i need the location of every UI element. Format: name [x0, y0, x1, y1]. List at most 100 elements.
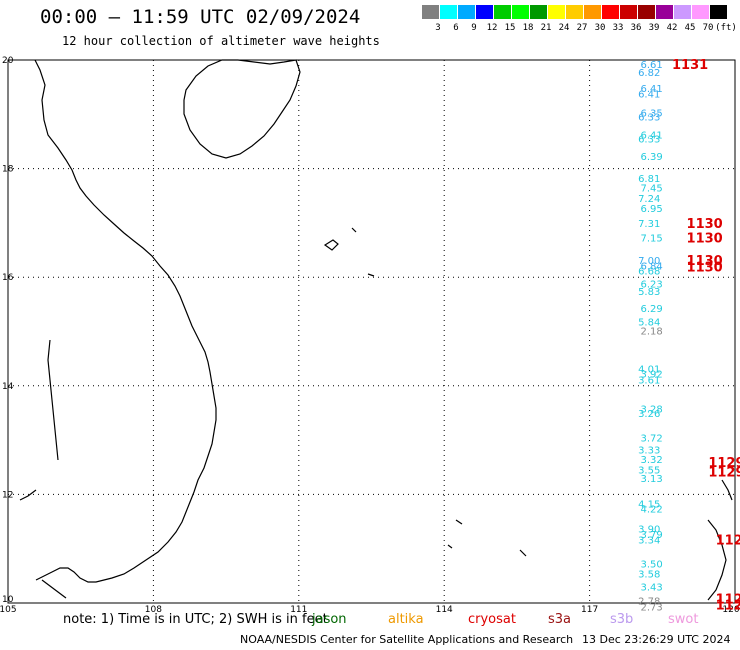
- storm-id-label: 1130: [687, 217, 723, 232]
- map-subtitle: 12 hour collection of altimeter wave hei…: [62, 34, 380, 48]
- scale-swatch: [476, 5, 493, 19]
- wave-height-value: 3.72: [640, 433, 662, 444]
- scale-swatch: [710, 5, 727, 19]
- coastline-paracel-1: [323, 239, 339, 251]
- wave-height-value: 6.95: [640, 204, 662, 215]
- lon-label: 120: [722, 605, 739, 615]
- storm-id-label: 1128: [716, 599, 740, 614]
- scale-label: 36: [630, 23, 642, 33]
- legend-jason: jason: [312, 612, 347, 627]
- coastline-gulf-west: [47, 339, 59, 461]
- legend-cryosat: cryosat: [468, 612, 516, 627]
- scale-label: 3: [435, 23, 441, 33]
- wave-height-value: 3.13: [640, 474, 662, 485]
- wave-height-value: 6.35: [640, 109, 662, 120]
- coastline-hainan: [183, 59, 301, 159]
- scale-label: 12: [486, 23, 498, 33]
- scale-label: (ft): [715, 23, 737, 33]
- lat-label: 18: [2, 165, 14, 175]
- map-frame: [7, 59, 736, 604]
- scale-swatch: [440, 5, 457, 19]
- scale-swatch: [566, 5, 583, 19]
- wave-height-value: 3.32: [640, 455, 662, 466]
- coastline: [19, 59, 733, 601]
- wave-height-value: 7.24: [638, 194, 660, 205]
- scale-swatch: [656, 5, 673, 19]
- wave-height-value: 3.26: [638, 409, 660, 420]
- scale-label: 33: [612, 23, 624, 33]
- wave-height-value: 7.31: [638, 219, 660, 230]
- wave-height-value: 7.45: [640, 184, 662, 195]
- latitude-labels: 20 18 16 14 12 10: [2, 56, 14, 605]
- wave-height-value: 2.18: [640, 326, 662, 337]
- wave-height-value: 6.39: [640, 152, 662, 163]
- storm-id-label: 1129: [708, 456, 740, 471]
- lat-label: 12: [2, 490, 13, 500]
- scale-swatch: [674, 5, 691, 19]
- coastline-paracel-2: [351, 227, 357, 233]
- coastline-philippines: [707, 479, 733, 601]
- wave-height-value: 5.83: [638, 287, 660, 298]
- scale-label: 45: [684, 23, 696, 33]
- scale-label: 30: [594, 23, 606, 33]
- wave-height-value: 6.84: [640, 261, 662, 272]
- scale-swatch: [548, 5, 565, 19]
- wave-height-value: 3.43: [640, 583, 662, 594]
- wave-height-value: 3.58: [638, 570, 660, 581]
- wave-height-value: 4.22: [640, 505, 662, 516]
- longitude-labels: 105 108 111 114 117 120: [0, 605, 740, 615]
- storm-id-label: 1128: [716, 593, 740, 608]
- wave-height-value: 6.61: [640, 60, 662, 71]
- map-title: 00:00 – 11:59 UTC 02/09/2024: [40, 6, 361, 28]
- coastline-vietnam: [34, 59, 217, 583]
- wave-height-value: 6.68: [638, 267, 660, 278]
- lat-label: 20: [2, 56, 14, 66]
- wave-height-value: 4.01: [638, 364, 660, 375]
- scale-swatch: [494, 5, 511, 19]
- wave-height-value: 3.55: [638, 465, 660, 476]
- scale-swatch: [638, 5, 655, 19]
- wave-height-value: 7.00: [638, 256, 660, 267]
- wave-height-value: 5.84: [638, 318, 660, 329]
- lat-label: 10: [2, 595, 14, 605]
- legend-note: note: 1) Time is in UTC; 2) SWH is in fe…: [63, 612, 328, 627]
- wave-height-value: 3.92: [640, 369, 662, 380]
- scale-swatch: [512, 5, 529, 19]
- storm-id-label: 1130: [687, 260, 723, 275]
- lon-label: 117: [581, 605, 598, 615]
- wave-height-value: 3.33: [638, 445, 660, 456]
- legend-s3b: s3b: [610, 612, 634, 627]
- footer-date: 13 Dec 23:26:29 UTC 2024: [582, 633, 731, 646]
- coastline-cambodia: [19, 489, 37, 501]
- wave-height-value: 6.41: [638, 90, 660, 101]
- scale-label: 42: [666, 23, 678, 33]
- wave-height-value: 3.28: [640, 405, 662, 416]
- scale-label: 21: [540, 23, 552, 33]
- lat-label: 14: [2, 382, 14, 392]
- legend-swot: swot: [668, 612, 699, 627]
- lon-label: 111: [290, 605, 307, 615]
- lon-label: 105: [0, 605, 17, 615]
- scale-label: 24: [558, 23, 570, 33]
- wave-height-value: 6.41: [640, 130, 662, 141]
- scale-swatch: [620, 5, 637, 19]
- wave-height-value: 6.23: [640, 280, 662, 291]
- coastline-paracel-3: [367, 273, 375, 277]
- storm-id-label: 1130: [687, 232, 723, 247]
- scale-label: 39: [648, 23, 660, 33]
- scale-swatch: [530, 5, 547, 19]
- wave-height-value: 3.50: [640, 559, 662, 570]
- scale-swatch: [458, 5, 475, 19]
- storm-id-labels: 1131113011301130113011291129112811281128: [672, 58, 740, 614]
- scale-label: 9: [471, 23, 477, 33]
- coastline-phu-quoc: [41, 579, 67, 599]
- coastline-spratly-1: [455, 519, 463, 525]
- scale-label: 27: [576, 23, 588, 33]
- wave-height-value: 6.41: [640, 84, 662, 95]
- storm-id-label: 1130: [687, 254, 723, 269]
- wave-height-value: 3.61: [638, 375, 660, 386]
- scale-swatch: [602, 5, 619, 19]
- scale-swatch: [692, 5, 709, 19]
- wave-height-value: 3.79: [640, 530, 662, 541]
